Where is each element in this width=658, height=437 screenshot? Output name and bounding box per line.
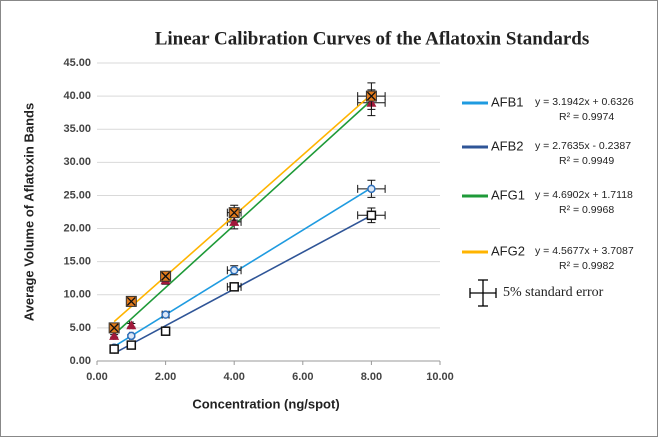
legend-label: AFG2 — [491, 243, 525, 258]
y-tick-label: 45.00 — [63, 57, 91, 69]
series — [109, 207, 386, 354]
y-tick-label: 5.00 — [70, 322, 91, 334]
x-axis-label: Concentration (ng/spot) — [192, 396, 339, 411]
trendline — [113, 93, 372, 323]
chart-title: Linear Calibration Curves of the Aflatox… — [155, 28, 590, 49]
r-squared: R² = 0.9949 — [559, 155, 614, 167]
x-tick-label: 2.00 — [155, 371, 176, 383]
series — [109, 89, 386, 340]
point — [229, 216, 240, 226]
x-tick-label: 4.00 — [223, 371, 244, 383]
trendline — [113, 99, 372, 335]
y-tick-label: 20.00 — [63, 222, 91, 234]
point — [229, 282, 239, 292]
equation: y = 3.1942x + 0.6326 — [535, 96, 634, 108]
error-legend-label: 5% standard error — [503, 285, 604, 300]
x-tick-label: 6.00 — [292, 371, 313, 383]
point — [160, 326, 171, 336]
point — [127, 331, 136, 341]
point — [366, 210, 377, 221]
equation: y = 4.5677x + 3.7087 — [535, 245, 634, 257]
point — [109, 344, 119, 354]
point — [161, 310, 170, 319]
point — [367, 184, 376, 194]
point — [109, 330, 120, 340]
y-tick-label: 30.00 — [63, 156, 91, 168]
r-squared: R² = 0.9974 — [559, 111, 614, 123]
y-axis-label: Average Volume of Aflatoxin Bands — [21, 103, 36, 321]
point-cross — [229, 208, 239, 218]
y-tick-label: 40.00 — [63, 90, 91, 102]
point-cross — [366, 91, 376, 101]
point — [229, 266, 239, 275]
y-tick-label: 25.00 — [63, 189, 91, 201]
y-tick-label: 10.00 — [63, 289, 91, 301]
point — [126, 320, 137, 330]
r-squared: R² = 0.9968 — [559, 204, 614, 216]
legend-label: AFB2 — [491, 138, 524, 153]
y-tick-label: 0.00 — [70, 355, 91, 367]
trendline — [113, 214, 372, 354]
point-cross — [126, 296, 136, 306]
x-tick-label: 0.00 — [86, 371, 107, 383]
y-tick-label: 15.00 — [63, 256, 91, 268]
equation: y = 4.6902x + 1.7118 — [535, 189, 633, 201]
point-cross — [109, 323, 119, 333]
legend-label: AFG1 — [491, 187, 525, 202]
y-tick-label: 35.00 — [63, 123, 91, 135]
equation: y = 2.7635x - 0.2387 — [535, 140, 631, 152]
series — [109, 179, 386, 353]
x-tick-label: 10.00 — [426, 371, 454, 383]
error-bar — [357, 82, 386, 110]
point-cross — [161, 271, 171, 281]
error-legend-icon — [469, 279, 497, 307]
series — [108, 82, 386, 334]
point — [126, 340, 137, 350]
r-squared: R² = 0.9982 — [559, 260, 614, 272]
trendline — [113, 187, 372, 348]
legend-label: AFB1 — [491, 94, 524, 109]
x-tick-label: 8.00 — [361, 371, 382, 383]
